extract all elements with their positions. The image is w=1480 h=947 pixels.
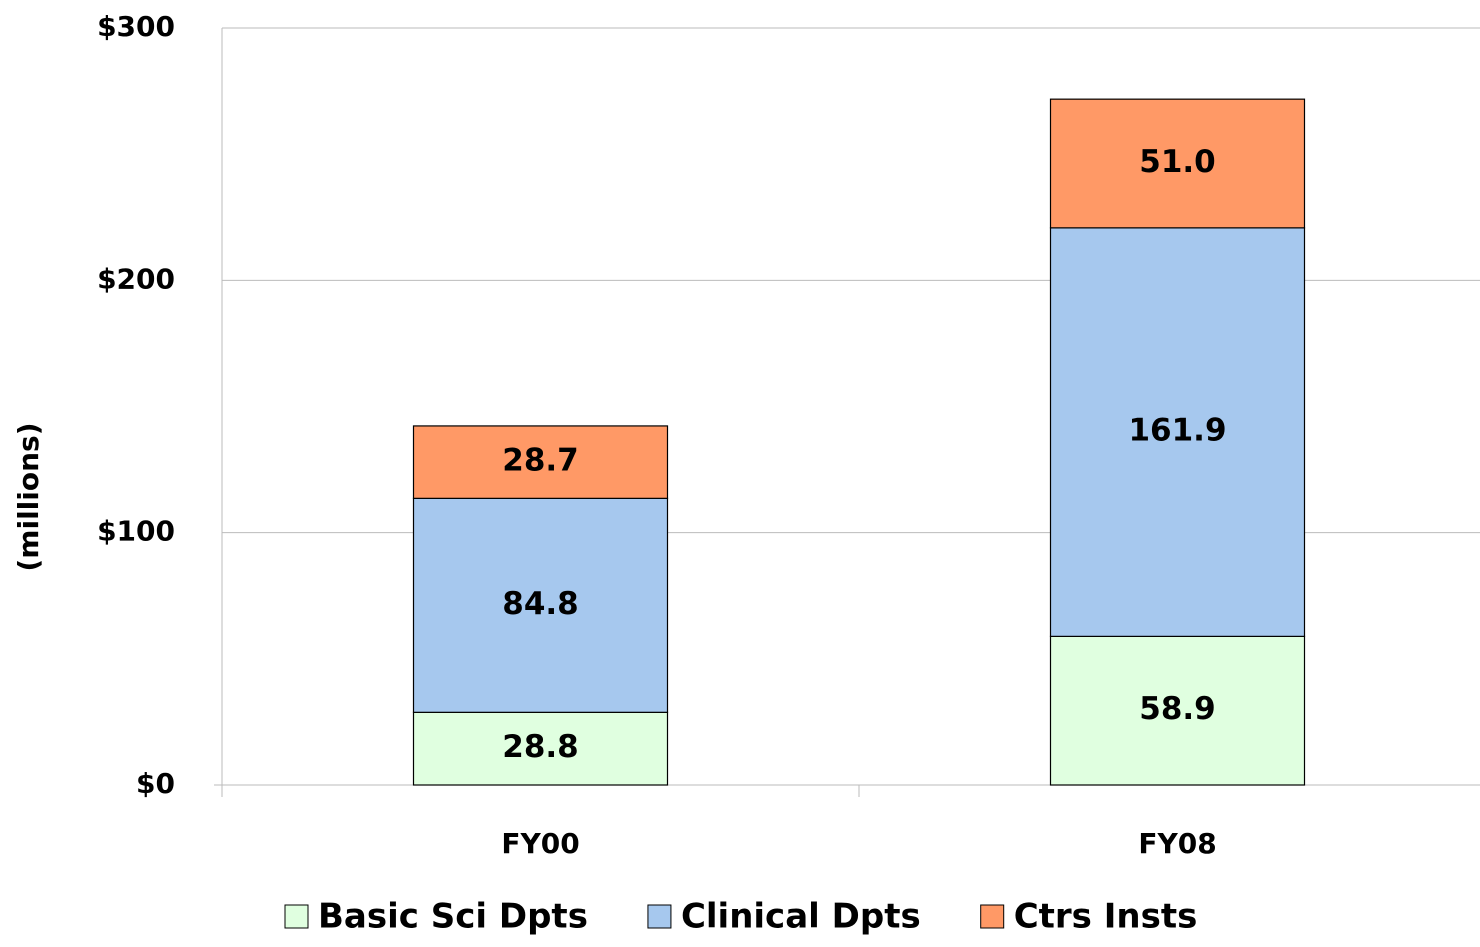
y-tick-label: $0 [136, 767, 175, 800]
data-label: 58.9 [1139, 691, 1216, 727]
legend-swatch [980, 904, 1005, 929]
data-label: 28.8 [502, 729, 579, 765]
data-label: 84.8 [502, 586, 579, 622]
bar-segment [1049, 635, 1306, 786]
legend-swatch [284, 904, 309, 929]
x-tick-label: FY00 [501, 827, 579, 860]
legend-swatch [647, 904, 672, 929]
x-tick-label: FY08 [1138, 827, 1216, 860]
legend-label: Basic Sci Dpts [318, 897, 588, 937]
data-label: 161.9 [1128, 413, 1226, 449]
legend-label: Ctrs Insts [1014, 897, 1198, 937]
bar-segment [1049, 227, 1306, 637]
data-label: 28.7 [502, 443, 579, 479]
bar-segment [412, 711, 669, 786]
bar-segment [412, 497, 669, 713]
y-tick-label: $200 [97, 262, 175, 295]
bar-segment [412, 425, 669, 499]
y-tick-label: $300 [97, 10, 175, 43]
data-label: 51.0 [1139, 144, 1216, 180]
y-tick-label: $100 [97, 515, 175, 548]
legend-label: Clinical Dpts [681, 897, 921, 937]
y-axis-label: (millions) [12, 423, 45, 572]
bar-segment [1049, 98, 1306, 229]
